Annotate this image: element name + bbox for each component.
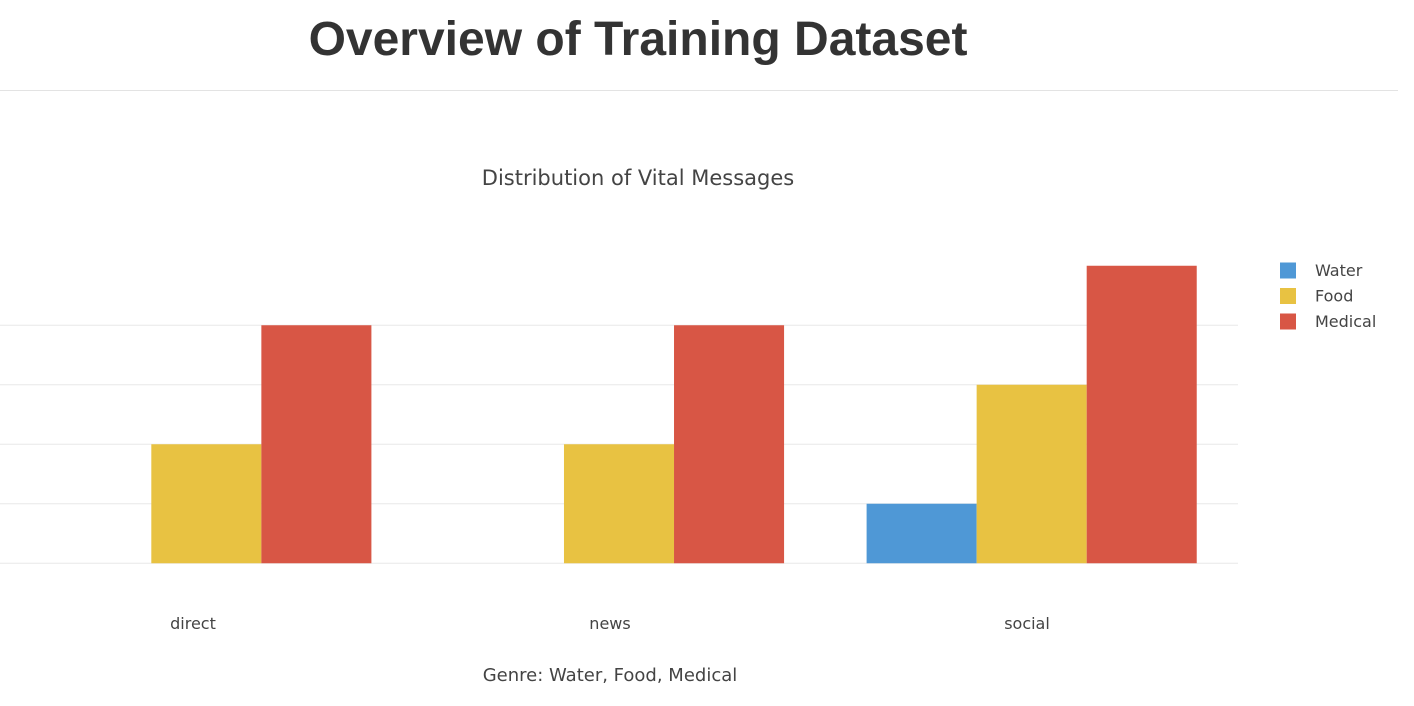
legend-swatch-medical [1280, 313, 1296, 330]
legend-label-water: Water [1315, 261, 1363, 280]
x-axis-title: Genre: Water, Food, Medical [483, 665, 738, 686]
x-tick-labels: direct news social [170, 614, 1050, 633]
header-divider [0, 90, 1398, 91]
bar-medical-direct[interactable] [261, 325, 372, 564]
bar-food-social[interactable] [976, 384, 1087, 564]
bar-water-social[interactable] [866, 503, 977, 564]
legend-item-medical[interactable]: Medical [1280, 312, 1376, 331]
legend-swatch-food [1280, 288, 1296, 304]
chart-title: Distribution of Vital Messages [482, 166, 794, 190]
bar-food-news[interactable] [563, 444, 675, 564]
bars [151, 265, 1197, 564]
x-tick-news: news [589, 614, 630, 633]
page-title: Overview of Training Dataset [308, 13, 968, 66]
bar-medical-social[interactable] [1086, 265, 1197, 564]
legend-label-food: Food [1315, 287, 1353, 306]
bar-food-direct[interactable] [151, 444, 262, 564]
bar-medical-news[interactable] [674, 325, 785, 564]
x-tick-direct: direct [170, 614, 216, 633]
legend-swatch-water [1280, 262, 1296, 279]
legend-item-water[interactable]: Water [1280, 261, 1363, 280]
legend[interactable]: Water Food Medical [1280, 261, 1376, 331]
x-tick-social: social [1004, 614, 1050, 633]
legend-item-food[interactable]: Food [1280, 287, 1353, 306]
vital-messages-bar-chart: Distribution of Vital Messages direct new… [0, 166, 1376, 686]
legend-label-medical: Medical [1315, 312, 1376, 331]
